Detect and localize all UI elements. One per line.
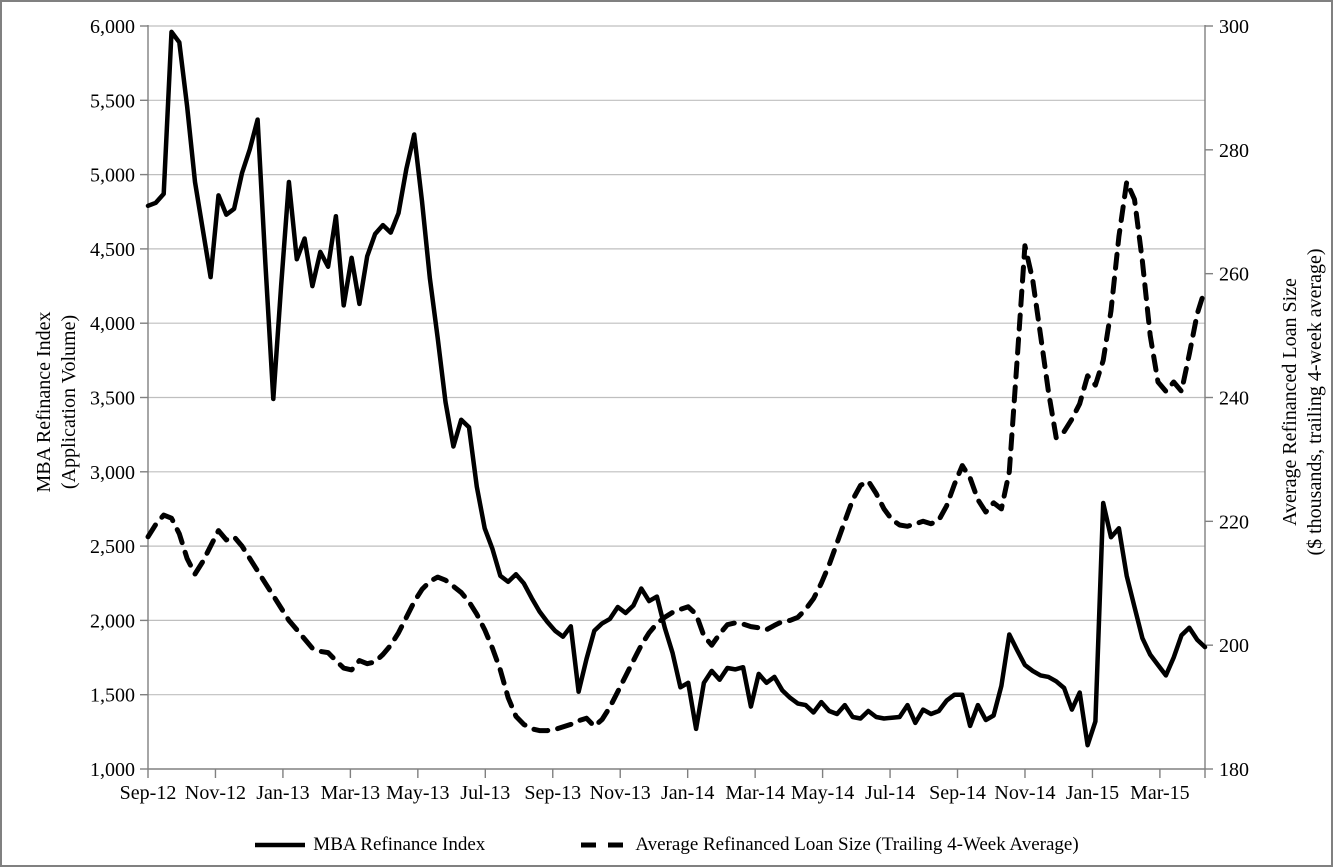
left-axis-tick-label: 5,500 — [90, 90, 135, 112]
left-axis-tick-label: 6,000 — [90, 16, 135, 38]
right-axis-tick-label: 200 — [1219, 635, 1249, 657]
right-axis-title-line1: Average Refinanced Loan Size — [1279, 278, 1301, 526]
refinance-index-series-line — [145, 29, 1208, 748]
x-axis-tick-label: Jan-14 — [661, 782, 714, 804]
x-axis-tick-label: Sep-13 — [524, 782, 581, 804]
dashed-line-swatch — [581, 842, 628, 848]
legend: MBA Refinance Index Average Refinanced L… — [2, 834, 1331, 856]
loan-size-series-line — [145, 179, 1208, 734]
left-axis-title: MBA Refinance Index (Application Volume) — [32, 311, 82, 492]
right-axis-tick-label: 240 — [1219, 388, 1249, 410]
left-axis-tick-label: 1,000 — [90, 759, 135, 781]
legend-label-refinance-index: MBA Refinance Index — [313, 834, 486, 855]
x-axis-tick-label: Nov-14 — [994, 782, 1055, 804]
left-axis-tick-label: 4,000 — [90, 313, 135, 335]
x-axis-tick-label: Jul-14 — [865, 782, 915, 804]
right-axis-tick-label: 220 — [1219, 511, 1249, 533]
left-axis-tick-label: 2,500 — [90, 536, 135, 558]
legend-label-loan-size: Average Refinanced Loan Size (Trailing 4… — [635, 834, 1079, 855]
left-axis-title-line2: (Application Volume) — [58, 314, 80, 490]
x-axis-tick-label: Jul-13 — [460, 782, 510, 804]
x-axis-tick-label: Mar-13 — [321, 782, 381, 804]
right-axis-tick-label: 260 — [1219, 264, 1249, 286]
x-axis-tick-label: Nov-13 — [590, 782, 651, 804]
x-axis-tick-label: May-13 — [386, 782, 449, 804]
left-axis-tick-label: 5,000 — [90, 165, 135, 187]
right-axis-tick-label: 300 — [1219, 16, 1249, 38]
solid-line-swatch — [255, 842, 306, 848]
left-axis-tick-label: 3,000 — [90, 462, 135, 484]
x-axis-tick-label: May-14 — [791, 782, 854, 804]
right-axis-tick-label: 280 — [1219, 140, 1249, 162]
x-axis-tick-label: Nov-12 — [185, 782, 246, 804]
left-axis-tick-label: 4,500 — [90, 239, 135, 261]
x-axis-tick-label: Jan-13 — [256, 782, 309, 804]
legend-item-loan-size: Average Refinanced Loan Size (Trailing 4… — [580, 834, 1079, 856]
left-axis-tick-label: 2,000 — [90, 610, 135, 632]
x-axis-tick-label: Sep-14 — [929, 782, 986, 804]
right-axis-title: Average Refinanced Loan Size ($ thousand… — [1278, 248, 1328, 555]
x-axis-tick-label: Mar-15 — [1130, 782, 1190, 804]
x-axis-tick-label: Sep-12 — [120, 782, 177, 804]
left-axis-title-line1: MBA Refinance Index — [33, 311, 55, 493]
x-axis-tick-label: Mar-14 — [725, 782, 785, 804]
right-axis-tick-label: 180 — [1219, 759, 1249, 781]
left-axis-tick-label: 1,500 — [90, 685, 135, 707]
x-axis-tick-label: Jan-15 — [1066, 782, 1119, 804]
legend-item-refinance-index: MBA Refinance Index — [254, 834, 485, 856]
left-axis-tick-label: 3,500 — [90, 388, 135, 410]
right-axis-title-line2: ($ thousands, trailing 4-week average) — [1304, 248, 1326, 556]
